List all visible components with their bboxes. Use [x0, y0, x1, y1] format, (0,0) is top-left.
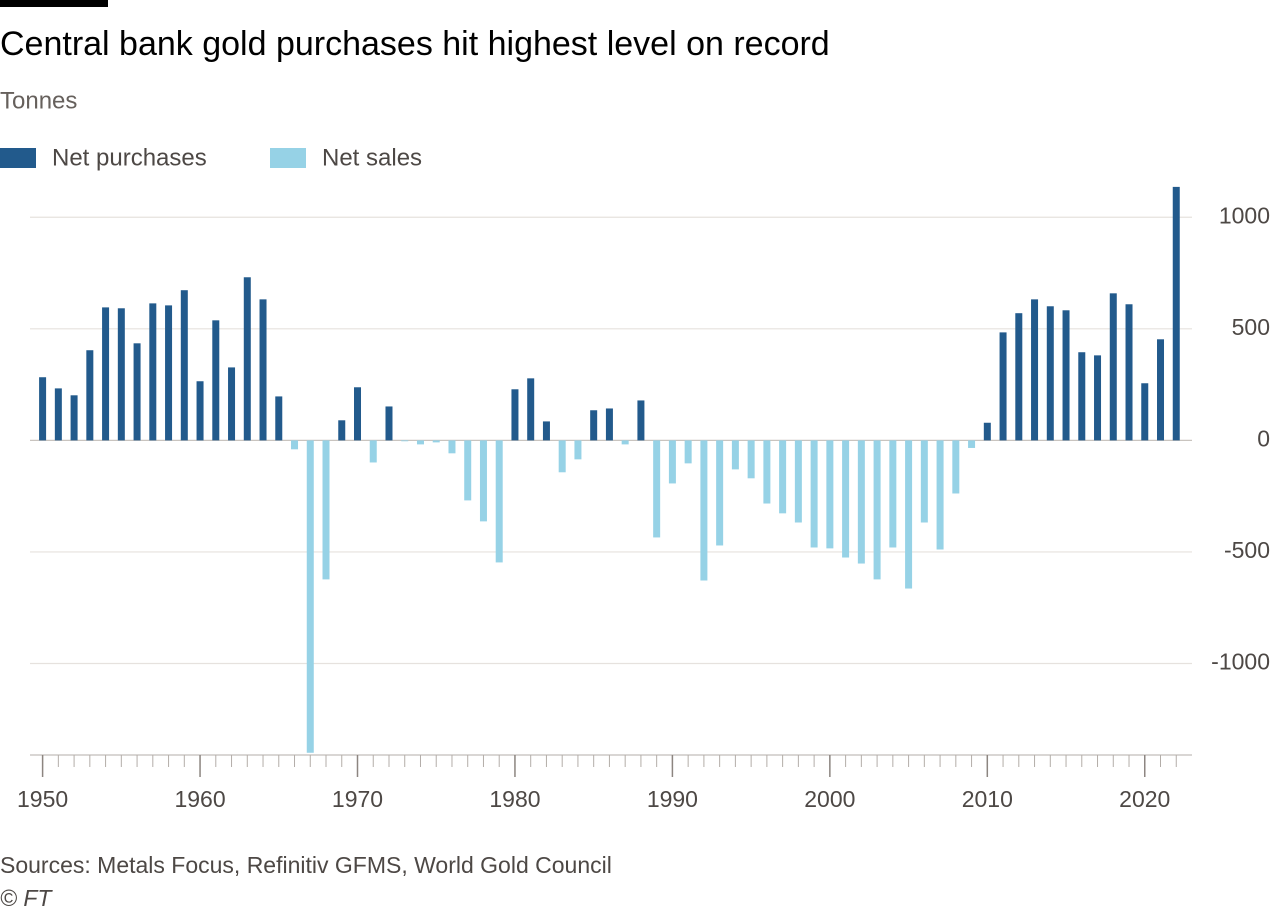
bar [637, 400, 645, 441]
y-tick-label: -1000 [1211, 649, 1270, 675]
bar [149, 303, 157, 441]
bar [873, 440, 881, 580]
bar [275, 396, 283, 441]
bar [684, 440, 692, 464]
legend-label: Net purchases [52, 144, 207, 171]
chart-subtitle: Tonnes [0, 87, 77, 114]
bar [165, 305, 173, 441]
bar [763, 440, 771, 504]
bar [1109, 293, 1117, 441]
bar [920, 440, 928, 523]
bar [731, 440, 739, 470]
bar [416, 440, 424, 445]
bar [542, 421, 550, 441]
source: Sources: Metals Focus, Refinitiv GFMS, W… [0, 852, 612, 878]
bar [968, 440, 976, 448]
bar [133, 343, 141, 441]
bar [385, 406, 393, 441]
credit: © FT [0, 885, 53, 911]
bar [952, 440, 960, 494]
bar [826, 440, 834, 549]
bar [1141, 383, 1149, 441]
bar [574, 440, 582, 460]
bar [653, 440, 661, 538]
bar [369, 440, 377, 463]
legend: Net purchases Net sales [0, 144, 422, 171]
bar [212, 320, 220, 441]
bar [196, 381, 204, 441]
y-tick-label: -500 [1224, 537, 1270, 563]
x-tick-label: 1950 [17, 786, 68, 812]
bar [668, 440, 676, 484]
bar [810, 440, 818, 548]
bar [779, 440, 787, 514]
bar [70, 395, 78, 441]
bar [747, 440, 755, 479]
bar [322, 440, 330, 580]
bar [117, 308, 125, 441]
bar [605, 408, 613, 441]
x-tick-label: 2020 [1119, 786, 1170, 812]
bar [1015, 313, 1023, 441]
bar [354, 387, 362, 441]
bar [39, 377, 47, 441]
bar [716, 440, 724, 546]
bar [1094, 355, 1102, 441]
bar [511, 389, 519, 441]
legend-swatch [0, 148, 36, 168]
y-tick-label: 500 [1232, 314, 1270, 340]
bar [1031, 299, 1039, 441]
bar [905, 440, 913, 589]
bar [983, 422, 991, 441]
x-tick-label: 1990 [647, 786, 698, 812]
bar [338, 420, 346, 441]
bar [1062, 310, 1070, 441]
x-tick-label: 2010 [962, 786, 1013, 812]
x-tick-label: 1980 [489, 786, 540, 812]
bar [102, 307, 110, 441]
x-tick-label: 1970 [332, 786, 383, 812]
bar [479, 440, 487, 522]
bar [291, 440, 299, 450]
x-tick-label: 2000 [804, 786, 855, 812]
bar [180, 290, 188, 441]
bar [495, 440, 503, 563]
legend-swatch [270, 148, 306, 168]
bar [857, 440, 865, 564]
bar [401, 440, 409, 442]
bar [527, 378, 535, 441]
bar [259, 299, 267, 441]
bar [306, 440, 314, 753]
y-tick-label: 0 [1257, 425, 1270, 451]
bar [621, 440, 629, 445]
bar [448, 440, 456, 454]
bar [86, 350, 94, 441]
bar [432, 440, 440, 443]
bar [54, 388, 62, 441]
bar [999, 332, 1007, 441]
bar [936, 440, 944, 550]
chart-title: Central bank gold purchases hit highest … [0, 25, 830, 63]
bar [243, 277, 251, 441]
bar [558, 440, 566, 473]
bar [1172, 186, 1180, 441]
x-tick-label: 1960 [174, 786, 225, 812]
bar [1125, 304, 1133, 441]
bar [842, 440, 850, 558]
legend-label: Net sales [322, 144, 422, 171]
bar [794, 440, 802, 523]
brand-bar [0, 0, 108, 7]
y-tick-label: 1000 [1219, 202, 1270, 228]
bar [464, 440, 472, 501]
bar [1157, 339, 1165, 441]
bar [700, 440, 708, 581]
bar [228, 367, 236, 441]
bar [1046, 306, 1054, 441]
bar [590, 410, 598, 441]
bar [889, 440, 897, 548]
bar [1078, 352, 1086, 441]
